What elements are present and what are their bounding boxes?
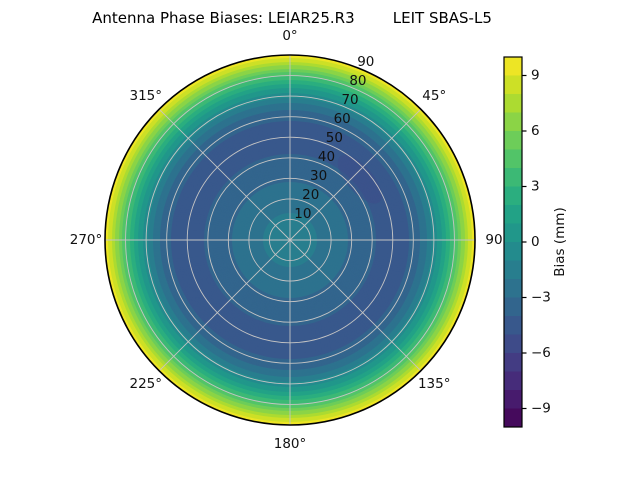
colorbar-tick-label: −9	[531, 401, 551, 417]
theta-tick-label: 135°	[418, 376, 451, 392]
colorbar-band	[504, 56, 522, 76]
colorbar-band	[504, 204, 522, 224]
colorbar-band	[504, 167, 522, 187]
radial-tick-label: 80	[349, 73, 366, 89]
colorbar-axis-label: Bias (mm)	[552, 207, 568, 276]
colorbar-tick-label: 0	[531, 234, 540, 250]
radial-tick-label: 60	[334, 111, 351, 127]
colorbar-band	[504, 297, 522, 317]
colorbar-tick-label: 9	[531, 68, 540, 84]
theta-tick-label: 270°	[70, 232, 103, 248]
theta-tick-label: 315°	[129, 88, 162, 104]
radial-tick-label: 40	[318, 149, 335, 165]
colorbar-tick-label: −3	[531, 290, 551, 306]
theta-tick-label: 180°	[274, 436, 307, 452]
theta-gridline	[289, 239, 422, 372]
theta-tick-label: 0°	[282, 28, 297, 44]
theta-tick-label: 45°	[422, 88, 446, 104]
colorbar-band	[504, 352, 522, 372]
radial-tick-label: 20	[302, 187, 319, 203]
theta-gridline	[158, 239, 291, 372]
colorbar-band	[504, 241, 522, 261]
theta-gridline	[158, 108, 291, 241]
colorbar-band	[504, 186, 522, 206]
colorbar-band	[504, 130, 522, 150]
radial-tick-label: 90	[357, 54, 374, 70]
colorbar-tick-label: 3	[531, 179, 540, 195]
anomaly-patch	[337, 155, 382, 204]
colorbar-band	[504, 260, 522, 280]
colorbar-band	[504, 149, 522, 169]
chart-title: Antenna Phase Biases: LEIAR25.R3 LEIT SB…	[92, 9, 492, 27]
theta-tick-label: 90	[485, 232, 502, 248]
colorbar-band	[504, 408, 522, 428]
plot-rim	[104, 54, 476, 426]
radial-tick-label: 10	[294, 206, 311, 222]
radial-tick-label: 70	[341, 92, 358, 108]
colorbar-band	[504, 315, 522, 335]
theta-gridline	[289, 108, 422, 241]
colorbar-tick-label: −6	[531, 345, 551, 361]
colorbar-band	[504, 75, 522, 95]
radial-tick-label: 50	[326, 130, 343, 146]
colorbar-band	[504, 278, 522, 298]
radial-tick-label: 30	[310, 168, 327, 184]
colorbar-band	[504, 371, 522, 391]
colorbar-band	[504, 334, 522, 354]
colorbar-band	[504, 223, 522, 243]
colorbar-band	[504, 112, 522, 132]
colorbar-band	[504, 93, 522, 113]
colorbar-tick-label: 6	[531, 123, 540, 139]
theta-tick-label: 225°	[129, 376, 162, 392]
colorbar-band	[504, 389, 522, 409]
